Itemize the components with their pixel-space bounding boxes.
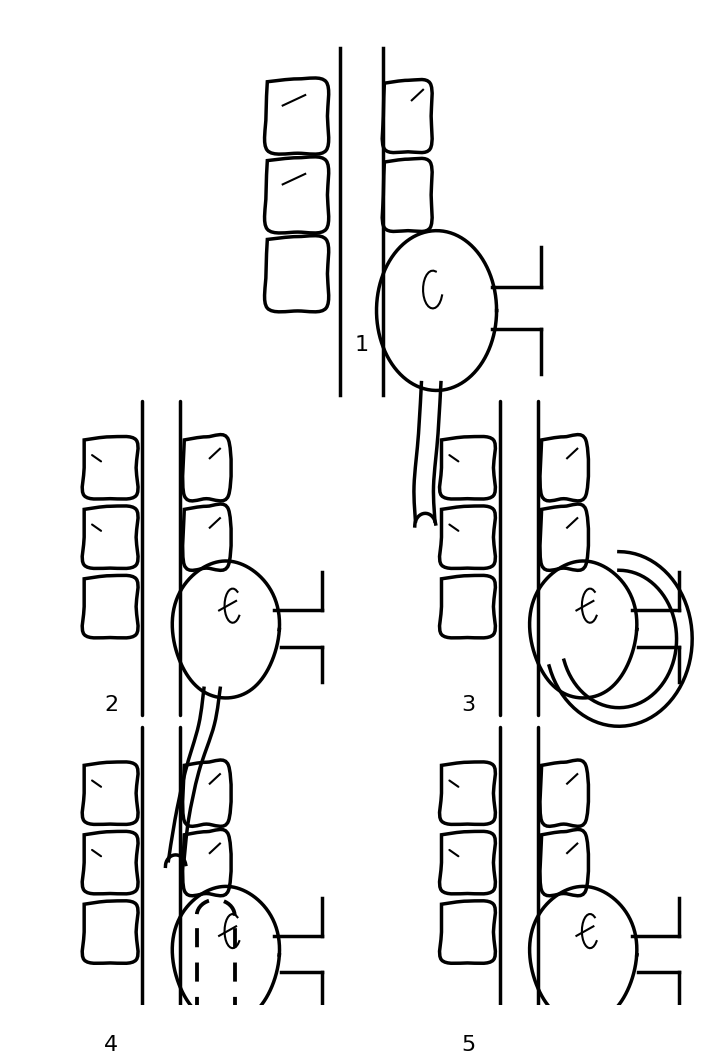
Text: 2: 2	[104, 695, 119, 715]
Text: 4: 4	[104, 1035, 119, 1052]
Text: 1: 1	[354, 335, 369, 355]
Text: 5: 5	[461, 1035, 476, 1052]
Text: 3: 3	[462, 695, 476, 715]
